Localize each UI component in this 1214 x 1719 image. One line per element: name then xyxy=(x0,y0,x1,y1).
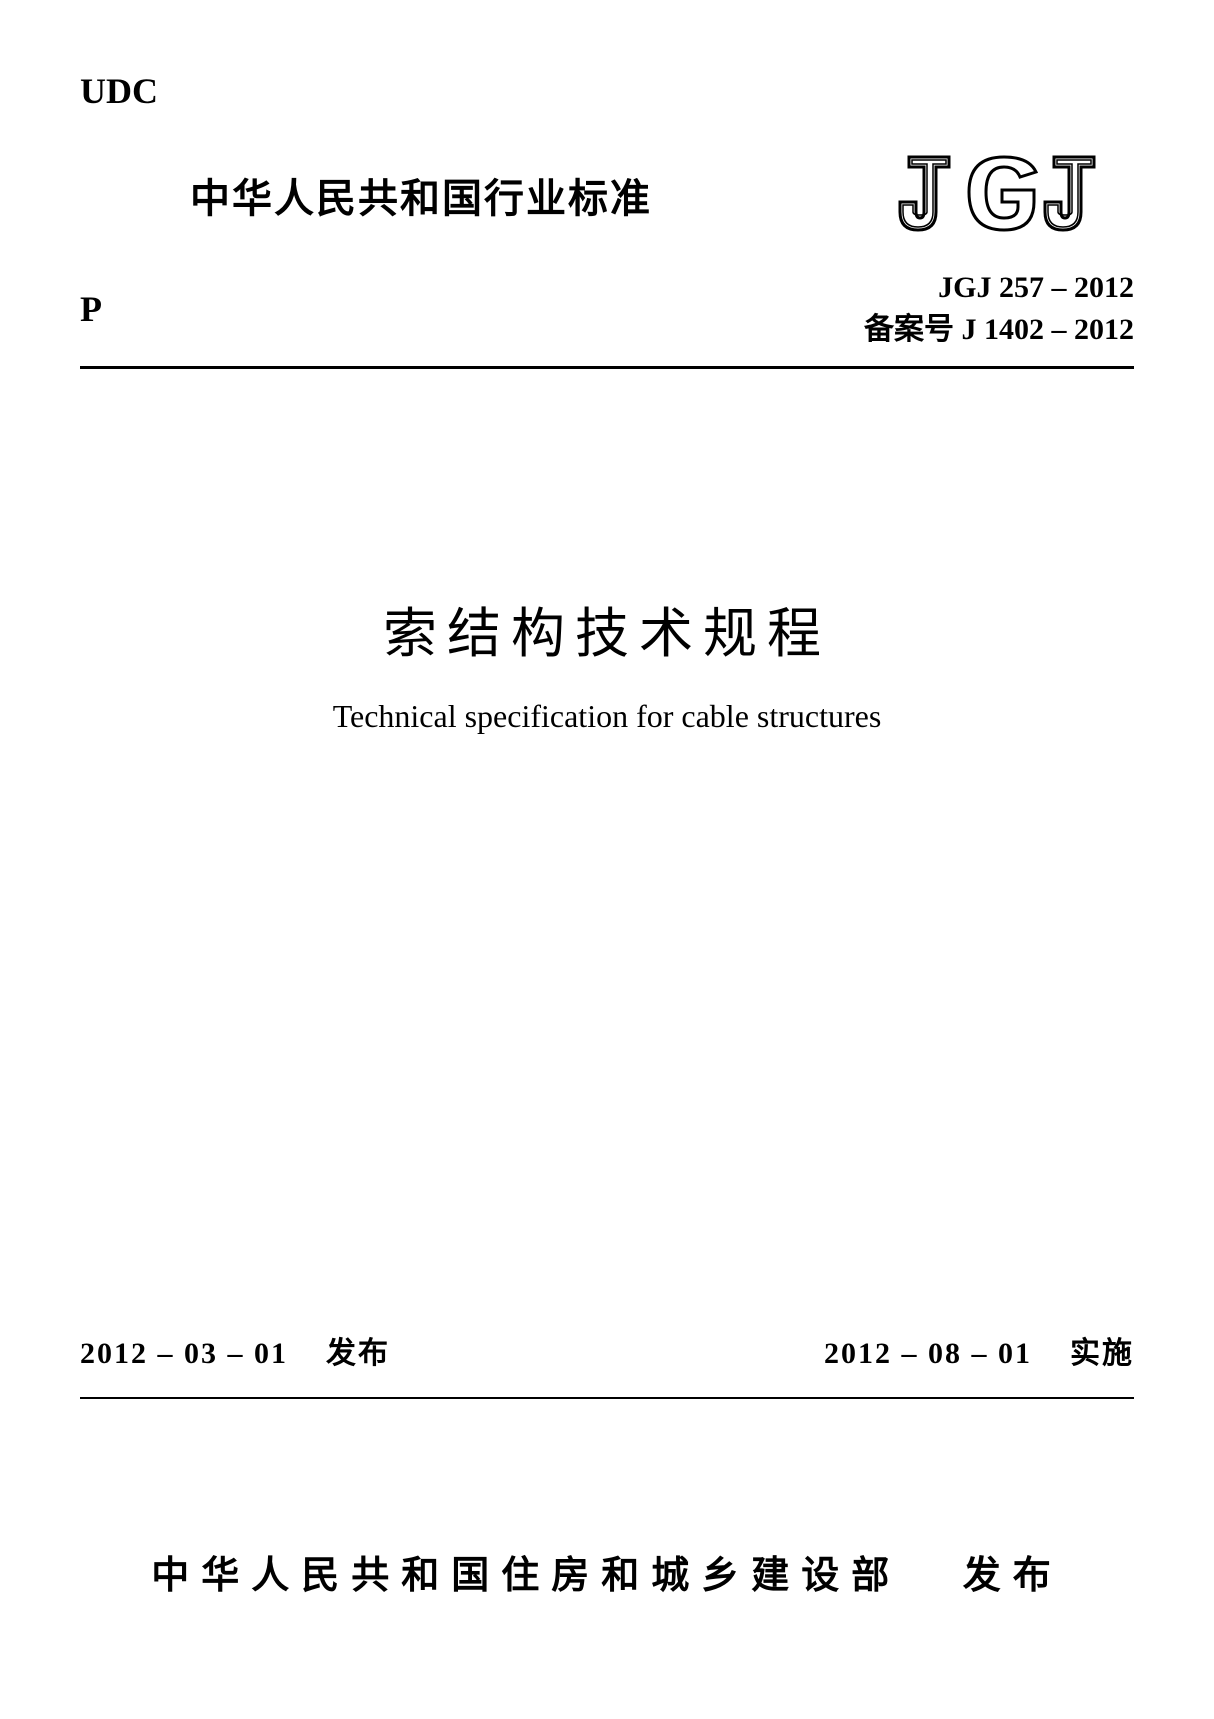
header-section: UDC 中华人民共和国行业标准 P JGJ 257 – 2012 备案号 J 1… xyxy=(80,70,1134,369)
header-row: 中华人民共和国行业标准 xyxy=(80,142,1134,247)
publisher-org: 中华人民共和国住房和城乡建设部 xyxy=(151,1555,901,1597)
publisher-section: 中华人民共和国住房和城乡建设部 发布 xyxy=(80,1544,1134,1599)
standard-code: JGJ 257 – 2012 xyxy=(864,267,1134,309)
effective-date: 2012 – 08 – 01 xyxy=(824,1337,1032,1370)
effective-date-item: 2012 – 08 – 01 实施 xyxy=(824,1328,1134,1372)
standard-organization: 中华人民共和国行业标准 xyxy=(190,166,652,224)
udc-label: UDC xyxy=(80,70,1134,112)
publish-label: 发布 xyxy=(326,1337,390,1370)
p-label: P xyxy=(80,288,102,330)
filing-code: 备案号 J 1402 – 2012 xyxy=(864,309,1134,351)
effective-label: 实施 xyxy=(1070,1337,1134,1370)
jgj-logo-icon xyxy=(894,142,1114,242)
title-english: Technical specification for cable struct… xyxy=(80,698,1134,735)
code-section: P JGJ 257 – 2012 备案号 J 1402 – 2012 xyxy=(80,267,1134,351)
dates-section: 2012 – 03 – 01 发布 2012 – 08 – 01 实施 xyxy=(80,1328,1134,1399)
publish-date-item: 2012 – 03 – 01 发布 xyxy=(80,1328,390,1372)
jgj-logo xyxy=(894,142,1114,247)
title-section: 索结构技术规程 Technical specification for cabl… xyxy=(80,589,1134,735)
title-chinese: 索结构技术规程 xyxy=(80,589,1134,668)
publisher-action: 发布 xyxy=(963,1555,1063,1597)
publish-date: 2012 – 03 – 01 xyxy=(80,1337,288,1370)
standard-codes: JGJ 257 – 2012 备案号 J 1402 – 2012 xyxy=(864,267,1134,351)
